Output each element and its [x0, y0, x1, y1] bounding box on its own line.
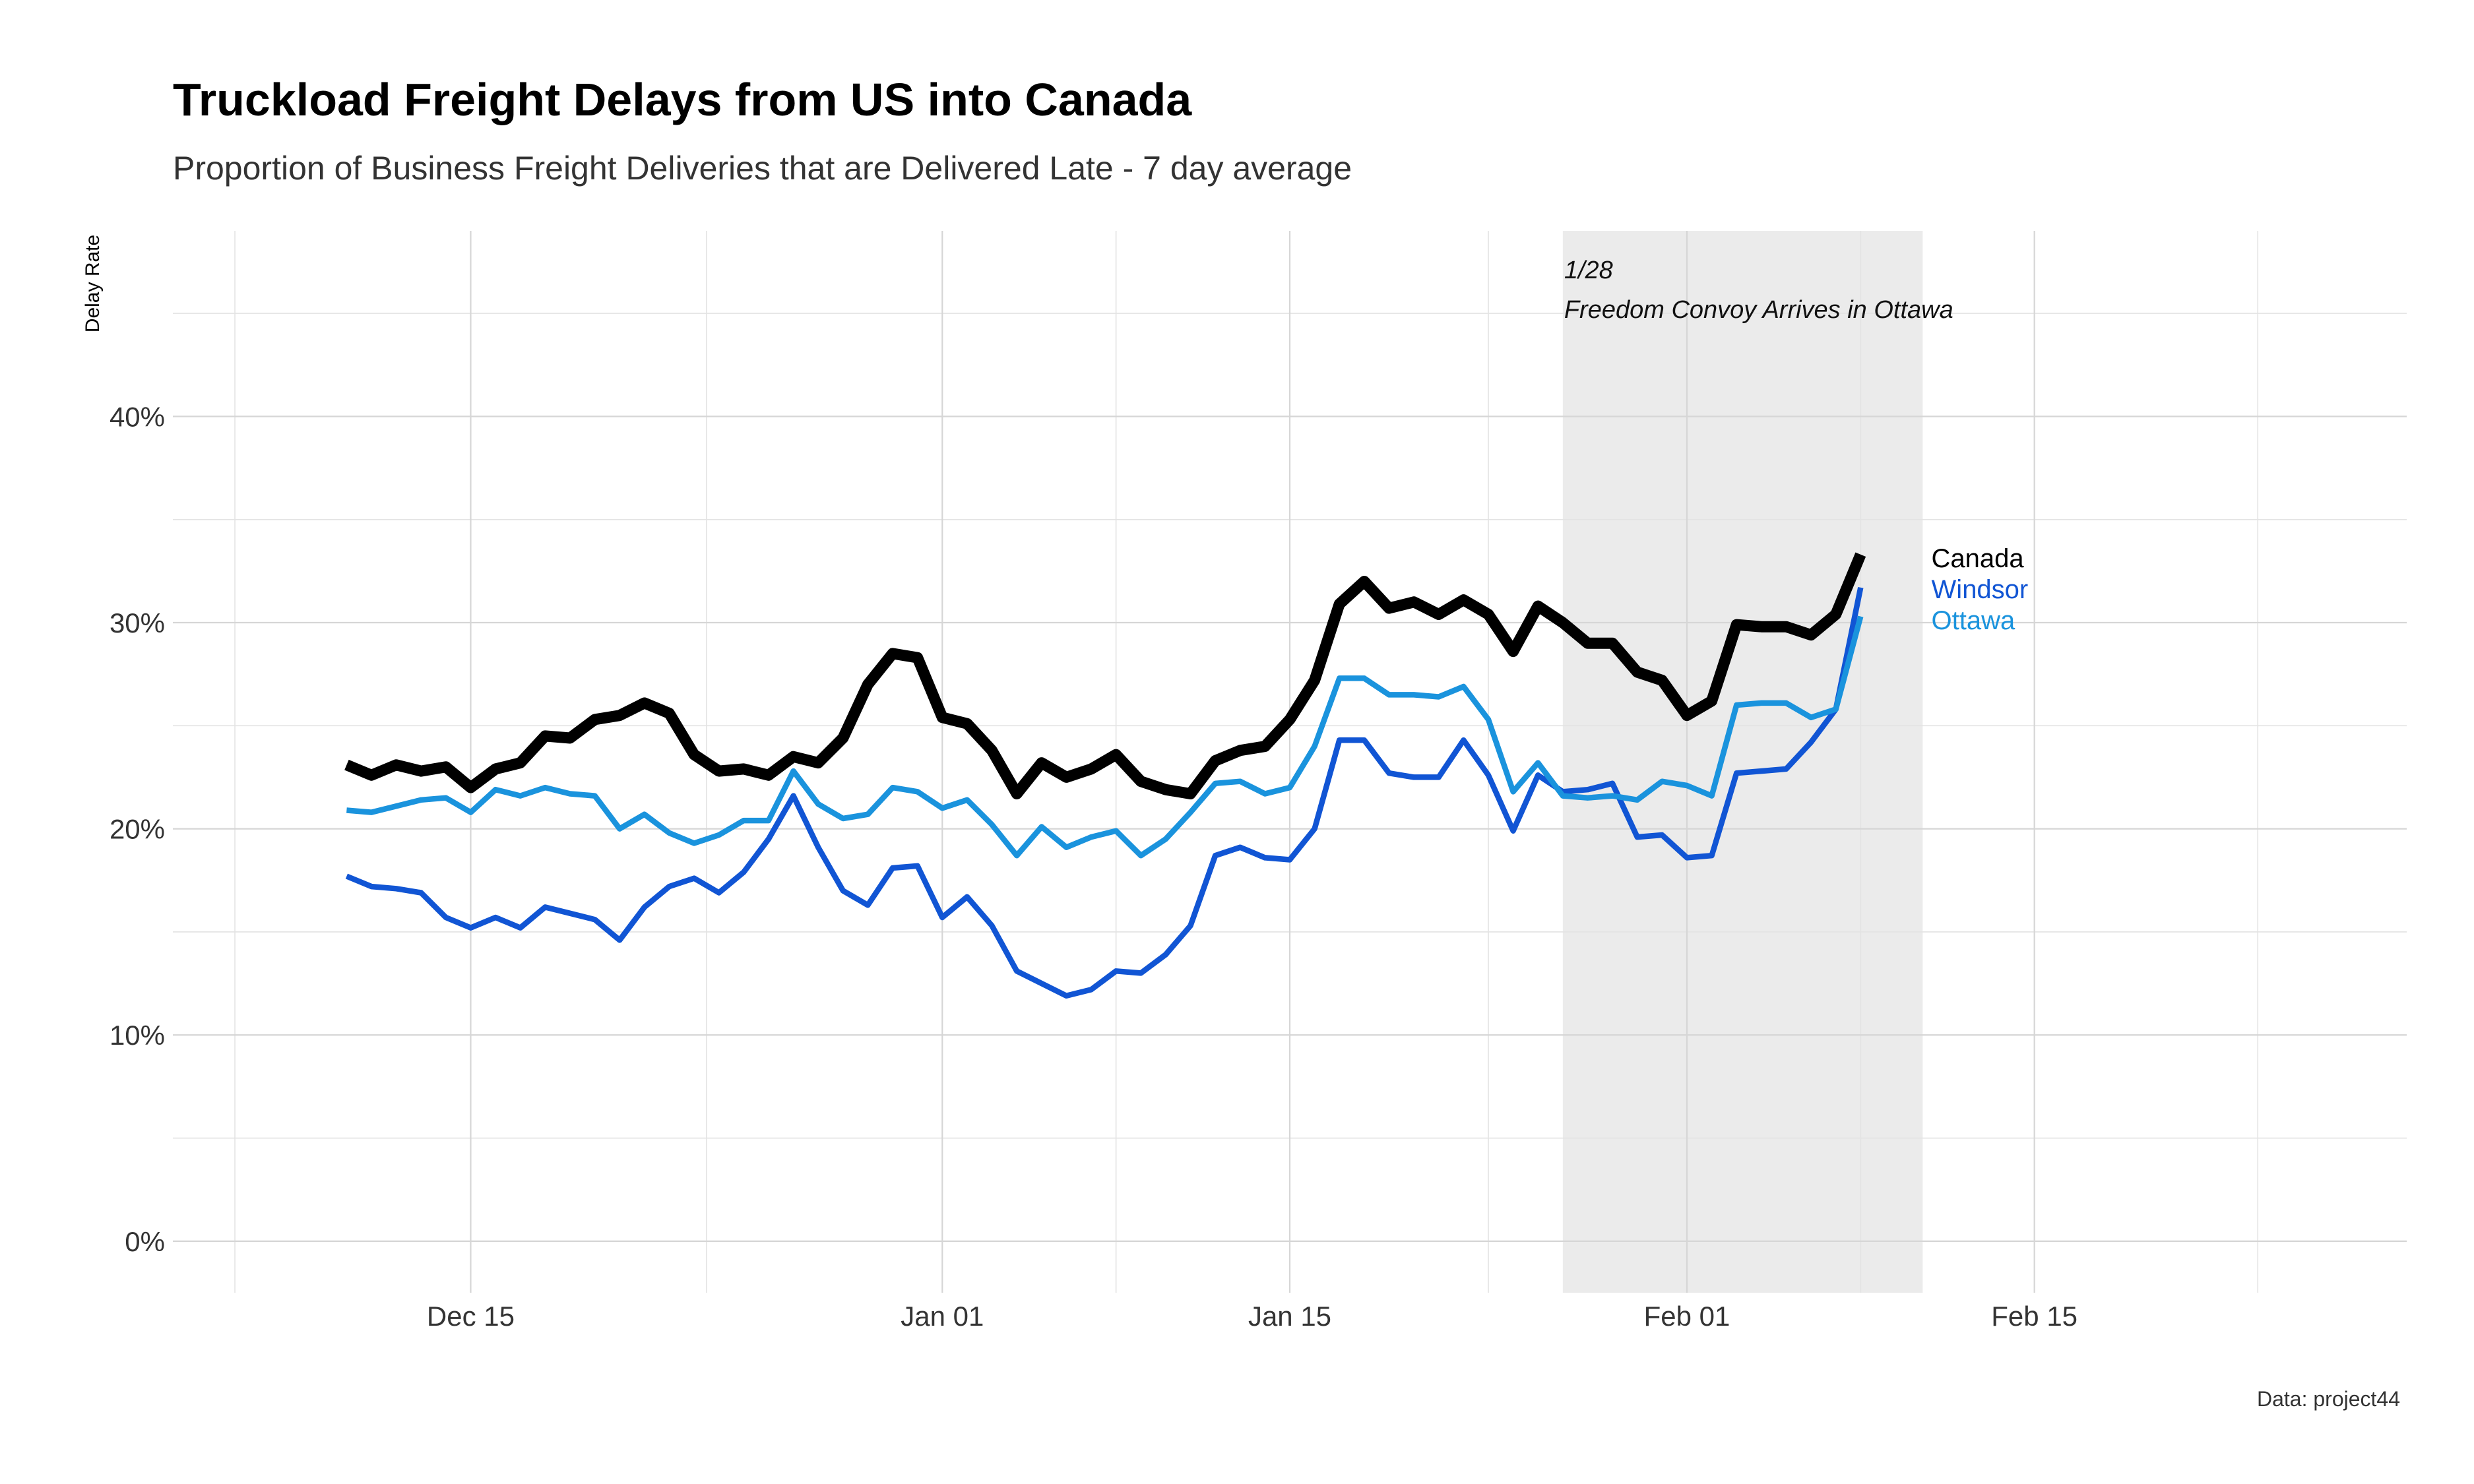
y-axis-label: Delay Rate — [82, 235, 104, 332]
x-tick-label: Dec 15 — [427, 1301, 515, 1332]
series-line-ottawa — [346, 615, 1864, 859]
x-tick-label: Jan 15 — [1248, 1301, 1331, 1332]
annotation-date: 1/28 — [1564, 257, 1613, 284]
x-tick-label: Jan 01 — [901, 1301, 984, 1332]
y-tick-label: 10% — [110, 1020, 165, 1051]
y-tick-label: 20% — [110, 814, 165, 845]
data-source-caption: Data: project44 — [2257, 1387, 2400, 1411]
x-tick-label: Feb 15 — [1991, 1301, 2078, 1332]
plot-area: 0% 10% 20% 30% 40% Dec 15 Jan 01 Jan 15 Feb 01 Fe… — [110, 231, 2407, 1332]
series-end-label-canada: Canada — [1932, 544, 2025, 573]
series-end-label-ottawa: Ottawa — [1932, 606, 2015, 635]
y-tick-label: 30% — [110, 607, 165, 638]
chart-title: Truckload Freight Delays from US into Ca… — [173, 74, 1192, 125]
y-tick-label: 40% — [110, 401, 165, 432]
series-line-canada — [344, 552, 1866, 799]
series-line-windsor — [345, 586, 1864, 999]
y-tick-label: 0% — [125, 1226, 165, 1257]
series-end-label-windsor: Windsor — [1932, 575, 2029, 604]
annotation-text: Freedom Convoy Arrives in Ottawa — [1564, 296, 1953, 324]
chart-subtitle: Proportion of Business Freight Deliverie… — [173, 150, 1352, 187]
x-tick-label: Feb 01 — [1644, 1301, 1730, 1332]
shaded-region — [1562, 231, 1923, 1293]
